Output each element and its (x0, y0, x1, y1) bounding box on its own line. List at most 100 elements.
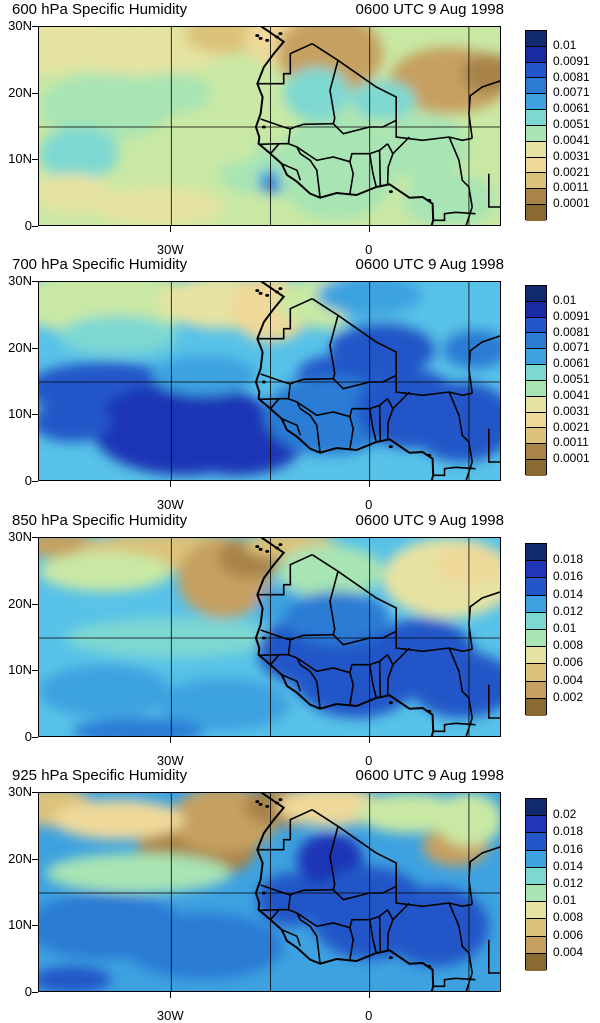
island (255, 289, 260, 293)
colorbar-swatch (526, 31, 546, 47)
colorbar-label: 0.014 (553, 858, 584, 873)
country-border (311, 43, 398, 135)
colorbar-swatch (526, 612, 546, 630)
colorbar-swatch (526, 544, 546, 562)
colorbar-swatch (526, 412, 546, 429)
colorbar-swatch (526, 301, 546, 318)
humidity-contour (409, 651, 500, 718)
country-border (395, 120, 473, 142)
longitude-label: 0 (365, 1008, 373, 1023)
country-border (487, 428, 500, 463)
colorbar-swatch (526, 460, 546, 476)
colorbar-swatch (526, 444, 546, 461)
colorbar-label: 0.01 (553, 37, 577, 52)
humidity-contour (283, 67, 350, 121)
humidity-contour (277, 793, 383, 827)
island (265, 38, 270, 42)
colorbar-swatch (526, 78, 546, 95)
humidity-contour (330, 322, 436, 376)
country-border (433, 722, 476, 733)
humidity-contour (356, 793, 463, 833)
humidity-contour (382, 886, 489, 967)
island (275, 801, 280, 805)
colorbar-label: 0.012 (553, 603, 584, 618)
humidity-contour (39, 966, 112, 991)
country-border (378, 150, 382, 186)
longitude-label: 0 (365, 497, 373, 512)
latitude-tick (32, 925, 38, 927)
country-border (392, 647, 410, 666)
latitude-label: 0 (24, 473, 32, 488)
colorbar-label: 0.0051 (553, 372, 590, 386)
country-border (392, 902, 410, 921)
country-border (386, 143, 394, 186)
colorbar-label: 0.0091 (553, 53, 590, 68)
latitude-tick (32, 737, 38, 738)
latitude-label: 20N (8, 84, 32, 100)
country-border (349, 416, 355, 449)
country-border (257, 297, 313, 340)
latitude-label: 30N (8, 784, 32, 799)
country-border (468, 80, 500, 139)
humidity-contour (58, 315, 178, 356)
longitude-tick (170, 226, 172, 232)
colorbar-label: 0.0041 (553, 387, 590, 402)
panel-timestamp: 0600 UTC 9 Aug 1998 (355, 256, 504, 273)
latitude-label: 0 (24, 984, 32, 999)
colorbar-label: 0.014 (553, 586, 584, 601)
colorbar (525, 285, 547, 476)
latitude-tick (32, 670, 38, 672)
panel-600hpa: 600 hPa Specific Humidity 0600 UTC 9 Aug … (0, 0, 600, 257)
country-border (368, 408, 378, 443)
latitude-tick (32, 792, 38, 793)
latitude-tick (32, 481, 38, 482)
humidity-contour (39, 127, 119, 181)
island (278, 287, 283, 291)
island (258, 802, 263, 806)
island (258, 547, 263, 551)
colorbar-swatch (526, 884, 546, 903)
colorbar-label: 0.0021 (553, 419, 590, 434)
colorbar-label: 0.02 (553, 807, 577, 822)
colorbar-label: 0.0021 (553, 164, 590, 179)
humidity-contour (435, 544, 500, 585)
island (265, 549, 270, 553)
country-border (448, 136, 473, 208)
colorbar (525, 543, 547, 716)
country-border (259, 118, 292, 146)
colorbar-label: 0.0061 (553, 356, 590, 371)
humidity-contour (45, 853, 231, 893)
colorbar-label: 0.0041 (553, 132, 590, 147)
humidity-contour (349, 80, 417, 121)
island (427, 453, 432, 457)
country-border (448, 647, 473, 719)
island (261, 891, 266, 895)
colorbar-swatch (526, 816, 546, 834)
colorbar-label: 0.012 (553, 876, 584, 890)
humidity-map (38, 26, 501, 226)
country-border (395, 375, 473, 397)
colorbar-label: 0.0081 (553, 69, 590, 84)
humidity-contour (91, 187, 225, 225)
latitude-tick (32, 414, 38, 416)
country-border (289, 377, 334, 385)
island (278, 32, 283, 36)
humidity-contour (376, 113, 469, 181)
country-border (433, 466, 476, 477)
coastline (254, 27, 435, 225)
latitude-tick (32, 858, 38, 860)
country-border (378, 661, 382, 697)
island (261, 125, 266, 129)
colorbar-swatch (526, 953, 546, 971)
colorbar-label: 0.0051 (553, 117, 590, 131)
colorbar-label: 0.01 (553, 292, 577, 307)
country-border (433, 211, 476, 222)
colorbar-swatch (526, 664, 546, 682)
colorbar-label: 0.004 (553, 672, 584, 687)
colorbar-swatch (526, 629, 546, 648)
country-border (487, 939, 500, 974)
latitude-tick (32, 159, 38, 161)
island (427, 198, 432, 202)
colorbar-swatch (526, 286, 546, 302)
colorbar-swatch (526, 125, 546, 142)
